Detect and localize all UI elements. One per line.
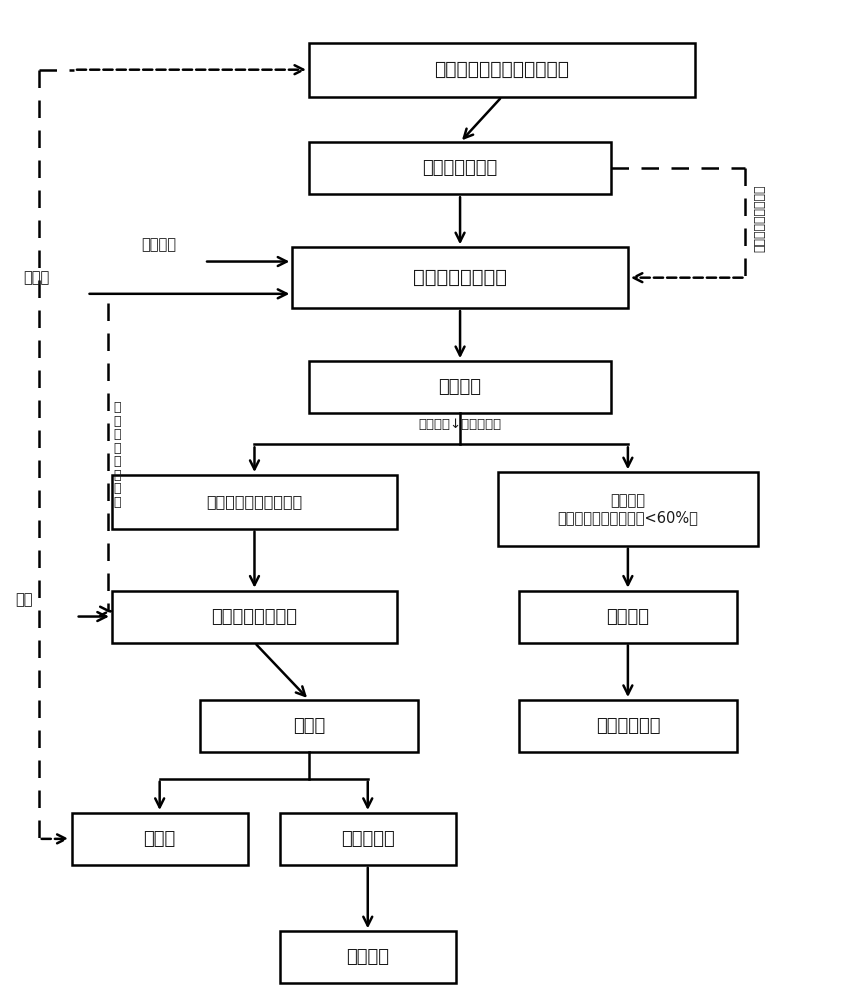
FancyBboxPatch shape — [199, 700, 417, 752]
Text: 生物硫氧化反应器: 生物硫氧化反应器 — [412, 268, 506, 287]
Text: 板框压滤↓或高压压榨: 板框压滤↓或高压压榨 — [418, 418, 501, 431]
Text: 脱水泥饼
（重金属达标、含水率<60%）: 脱水泥饼 （重金属达标、含水率<60%） — [557, 493, 698, 525]
Text: 城镇或工业园区污水处理厂: 城镇或工业园区污水处理厂 — [434, 60, 569, 79]
Text: 富含重金属的酸性废水: 富含重金属的酸性废水 — [206, 494, 302, 509]
Text: 碳源: 碳源 — [15, 593, 32, 608]
Text: 重金属超标污泥: 重金属超标污泥 — [422, 159, 497, 177]
Text: 作建材或焚烧: 作建材或焚烧 — [595, 717, 659, 735]
FancyBboxPatch shape — [498, 472, 757, 546]
FancyBboxPatch shape — [292, 247, 627, 308]
Text: 沉淀池: 沉淀池 — [292, 717, 325, 735]
Text: 污泥脱水: 污泥脱水 — [438, 378, 481, 396]
FancyBboxPatch shape — [308, 142, 610, 194]
FancyBboxPatch shape — [112, 591, 397, 643]
FancyBboxPatch shape — [279, 813, 455, 865]
FancyBboxPatch shape — [72, 813, 247, 865]
FancyBboxPatch shape — [518, 700, 736, 752]
Text: 石灰中和: 石灰中和 — [606, 608, 648, 626]
Text: 剩
余
的
颗
粒
硫
回
用: 剩 余 的 颗 粒 硫 回 用 — [113, 401, 121, 509]
FancyBboxPatch shape — [308, 361, 610, 413]
Text: 颗粒硫: 颗粒硫 — [24, 270, 50, 285]
Text: 重金属沉渣: 重金属沉渣 — [341, 830, 394, 848]
FancyBboxPatch shape — [518, 591, 736, 643]
FancyBboxPatch shape — [279, 931, 455, 983]
Text: 生物硫还原反应器: 生物硫还原反应器 — [211, 608, 297, 626]
FancyBboxPatch shape — [112, 475, 397, 529]
Text: 上清液: 上清液 — [143, 830, 176, 848]
Text: 回收金属: 回收金属 — [346, 948, 389, 966]
FancyBboxPatch shape — [308, 43, 694, 97]
Text: 部分污泥回流、接种: 部分污泥回流、接种 — [753, 185, 766, 252]
Text: 鼓风曝气: 鼓风曝气 — [141, 238, 176, 253]
